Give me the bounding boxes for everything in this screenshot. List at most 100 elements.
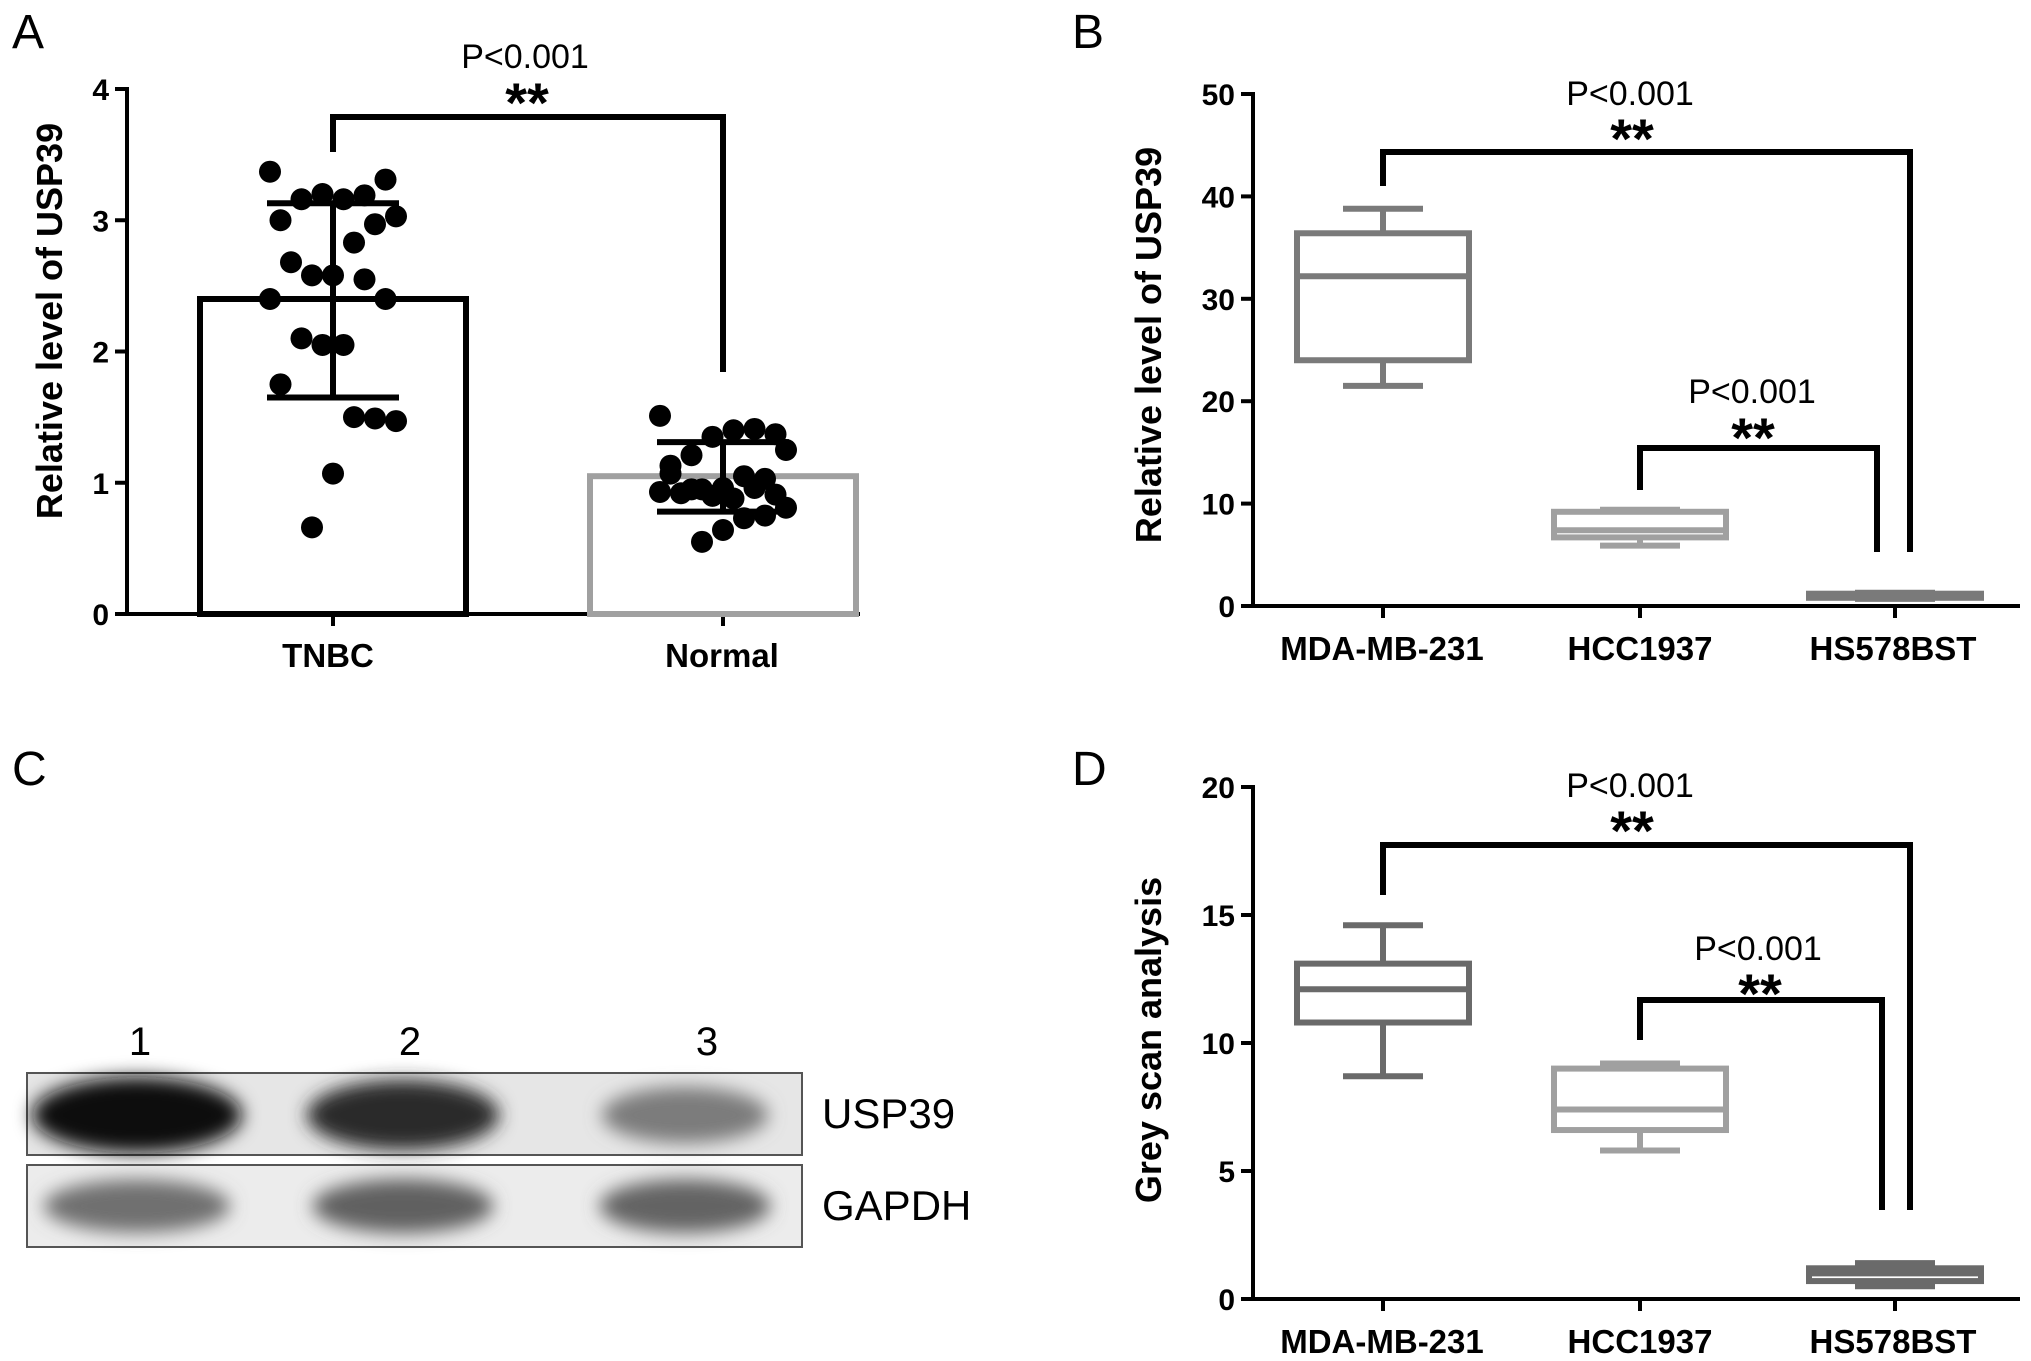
panel-a-point-normal-21: [754, 504, 776, 527]
panel-b-category-label-hs578bst: HS578BST: [1810, 630, 1977, 667]
panel-b-p-value-2: P<0.001: [1688, 373, 1816, 411]
blot-lane-label-2: 2: [399, 1020, 421, 1064]
panel-a-y-tick-label-4: 4: [92, 74, 109, 107]
blot-lane-label-3: 3: [696, 1020, 718, 1064]
panel-a-point-tnbc-15: [353, 268, 376, 291]
panel-a-category-label-tnbc: TNBC: [282, 637, 374, 674]
panel-b-y-tick-label-40: 40: [1202, 181, 1235, 214]
panel-a-point-tnbc-12: [280, 251, 302, 274]
panel-a-point-tnbc-8: [364, 213, 386, 236]
panel-b-significance-bracket-1: [1380, 149, 1913, 552]
panel-c-western-blot: 1 2 3 USP39 GAPDH: [26, 1020, 971, 1248]
panel-letter-b: B: [1072, 6, 1104, 59]
panel-a-point-normal-24: [691, 530, 713, 553]
panel-a-point-tnbc-7: [385, 205, 407, 228]
panel-letter-a: A: [12, 6, 44, 59]
blot-row-label-gapdh: GAPDH: [822, 1182, 971, 1229]
blot-band-usp39-lane-3: [601, 1087, 769, 1143]
panel-a-point-tnbc-14: [374, 288, 397, 310]
panel-letter-c: C: [12, 743, 47, 796]
panel-d-significance-stars-2: **: [1738, 962, 1782, 1025]
panel-a-point-normal-18: [680, 478, 703, 501]
panel-b-significance-stars-1: **: [1610, 107, 1654, 170]
panel-b-category-label-mda-mb-231: MDA-MB-231: [1280, 630, 1484, 667]
panel-b-category-label-hcc1937: HCC1937: [1568, 630, 1713, 667]
blot-band-gapdh-lane-1: [43, 1179, 231, 1233]
panel-d-y-tick-label-0: 0: [1218, 1284, 1235, 1317]
panel-a-y-tick-label-0: 0: [92, 599, 109, 632]
panel-b-box-mda-mb-231: [1294, 230, 1472, 364]
panel-a-point-tnbc-13: [259, 288, 281, 310]
panel-b-p-value-1: P<0.001: [1566, 75, 1694, 113]
panel-a-point-normal-5: [680, 444, 703, 467]
panel-a-point-tnbc-21: [364, 407, 386, 430]
panel-a-point-tnbc-23: [322, 462, 344, 485]
panel-a-point-normal-20: [775, 496, 797, 519]
blot-band-gapdh-lane-2: [312, 1179, 494, 1233]
panel-d-y-tick-label-5: 5: [1218, 1156, 1235, 1189]
panel-a-point-normal-16: [722, 487, 745, 510]
panel-a-point-tnbc-0: [259, 160, 281, 183]
blot-lane-label-1: 1: [129, 1020, 151, 1064]
panel-b-significance-stars-2: **: [1731, 406, 1775, 469]
panel-a-point-normal-23: [712, 519, 734, 541]
panel-d-box-hcc1937: [1551, 1065, 1729, 1134]
panel-a-point-normal-19: [659, 462, 682, 485]
panel-a-y-axis-label: Relative level of USP39: [29, 123, 70, 519]
panel-a-point-tnbc-22: [343, 406, 365, 429]
panel-a-point-tnbc-5: [290, 188, 313, 211]
panel-d-y-tick-label-10: 10: [1202, 1028, 1235, 1061]
panel-a-point-normal-3: [722, 419, 745, 442]
panel-a-y-tick-label-2: 2: [92, 337, 109, 370]
panel-a-bar-chart: Relative level of USP39 0 1 2 3 4 P<0.001 **…: [29, 38, 860, 674]
panel-a-point-normal-17: [701, 484, 724, 507]
panel-a-point-normal-15: [743, 477, 766, 499]
panel-d-y-axis-label: Grey scan analysis: [1128, 877, 1169, 1203]
panel-b-y-tick-label-0: 0: [1218, 591, 1235, 624]
panel-d-significance-bracket-1: [1380, 842, 1913, 1210]
panel-a-point-tnbc-24: [301, 516, 323, 539]
panel-a-point-tnbc-18: [290, 327, 313, 350]
panel-d-box-plot: Grey scan analysis 0 5 10 15 20 P<0.001 ** P…: [1128, 767, 2020, 1360]
panel-d-p-value-2: P<0.001: [1694, 930, 1822, 968]
panel-a-p-value: P<0.001: [461, 38, 589, 76]
blot-band-gapdh-lane-3: [599, 1179, 771, 1233]
panel-b-y-tick-label-50: 50: [1202, 79, 1235, 112]
blot-band-usp39-lane-1: [32, 1077, 242, 1153]
panel-a-significance-bracket: [330, 114, 726, 372]
panel-a-point-normal-2: [743, 417, 766, 440]
panel-d-category-label-mda-mb-231: MDA-MB-231: [1280, 1323, 1484, 1360]
panel-a-significance-stars: **: [505, 71, 549, 134]
panel-a-point-tnbc-19: [269, 373, 292, 396]
panel-d-significance-bracket-2: [1637, 997, 1885, 1210]
panel-a-category-label-normal: Normal: [665, 637, 779, 674]
panel-a-point-normal-13: [649, 480, 671, 503]
panel-b-y-tick-label-30: 30: [1202, 284, 1235, 317]
blot-strip-gapdh: [26, 1164, 803, 1248]
panel-a-point-tnbc-11: [301, 264, 323, 287]
blot-band-usp39-lane-2: [306, 1080, 500, 1150]
panel-a-point-tnbc-16: [332, 333, 355, 356]
panel-b-y-tick-label-20: 20: [1202, 386, 1235, 419]
panel-d-category-label-hcc1937: HCC1937: [1568, 1323, 1713, 1360]
panel-a-point-tnbc-4: [311, 183, 334, 205]
panel-b-box-plot: Relative level of USP39 0 10 20 30 40 50 P<0.…: [1128, 75, 2020, 667]
panel-letter-d: D: [1072, 743, 1107, 796]
panel-a-point-tnbc-17: [311, 333, 334, 356]
blot-strip-usp39: [26, 1072, 803, 1156]
panel-a-point-tnbc-20: [385, 410, 407, 433]
panel-a-point-tnbc-1: [374, 168, 397, 191]
panel-d-y-tick-label-20: 20: [1202, 772, 1235, 805]
panel-a-y-tick-label-1: 1: [92, 468, 109, 501]
panel-a-point-tnbc-6: [269, 209, 292, 232]
panel-d-y-tick-label-15: 15: [1202, 900, 1235, 933]
panel-d-significance-stars-1: **: [1610, 799, 1654, 862]
blot-row-label-usp39: USP39: [822, 1090, 955, 1137]
panel-d-box-mda-mb-231: [1294, 960, 1472, 1026]
panel-b-y-axis-label: Relative level of USP39: [1128, 147, 1169, 543]
panel-d-p-value-1: P<0.001: [1566, 767, 1694, 805]
panel-a-point-normal-0: [649, 404, 671, 427]
panel-b-significance-bracket-2: [1637, 445, 1880, 552]
panel-b-y-tick-label-10: 10: [1202, 489, 1235, 522]
